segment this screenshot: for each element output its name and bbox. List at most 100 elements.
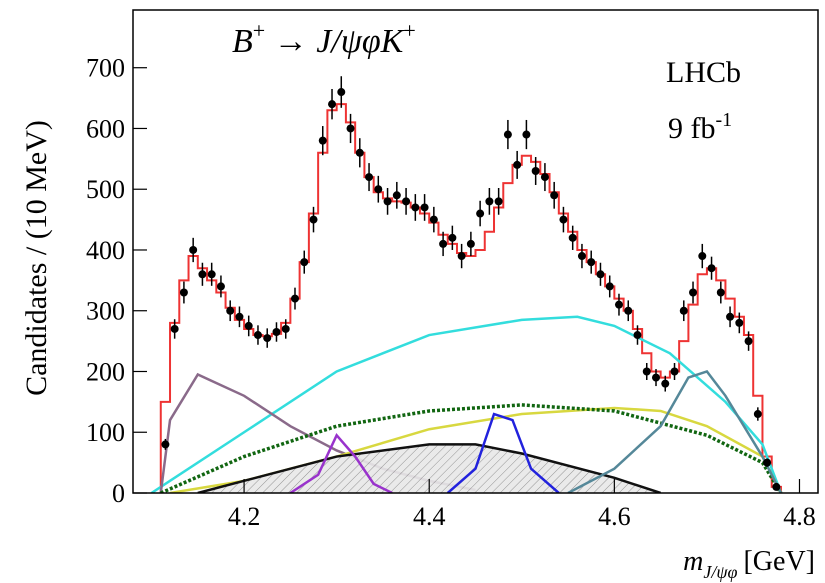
data-point — [244, 321, 253, 330]
data-point — [698, 252, 707, 261]
annotation-part: -1 — [716, 109, 733, 131]
data-point — [614, 300, 623, 309]
title-part: + — [403, 18, 415, 43]
fit-component — [446, 412, 560, 493]
data-point — [540, 173, 549, 182]
x-tick-label: 4.2 — [228, 502, 261, 531]
data-point — [689, 288, 698, 297]
data-point — [577, 252, 586, 261]
data-point — [429, 215, 438, 224]
data-point — [485, 197, 494, 206]
x-label-part: m — [683, 546, 703, 577]
data-point — [726, 312, 735, 321]
data-point — [374, 185, 383, 194]
data-point — [652, 373, 661, 382]
data-point — [337, 88, 346, 97]
y-tick-label: 300 — [86, 297, 125, 326]
x-label-part: [GeV] — [743, 546, 815, 577]
data-point — [744, 337, 753, 346]
data-point — [503, 130, 512, 139]
data-point — [411, 203, 420, 212]
data-point — [513, 160, 522, 169]
data-point — [253, 331, 262, 340]
data-point — [772, 482, 781, 491]
data-point — [263, 334, 272, 343]
data-point — [365, 173, 374, 182]
data-point — [439, 239, 448, 248]
x-tick-label: 4.6 — [598, 502, 631, 531]
chart-title: B+ → J/ψφK+ — [232, 18, 416, 60]
data-point — [216, 282, 225, 291]
y-tick-label: 200 — [86, 357, 125, 386]
data-point — [290, 294, 299, 303]
data-point — [735, 318, 744, 327]
data-point — [198, 270, 207, 279]
data-point — [309, 215, 318, 224]
data-point — [226, 306, 235, 315]
y-tick-label: 100 — [86, 418, 125, 447]
y-tick-label: 600 — [86, 114, 125, 143]
data-point — [605, 282, 614, 291]
fit-component — [150, 315, 783, 493]
data-point — [716, 288, 725, 297]
data-point — [457, 252, 466, 261]
plot-area — [150, 103, 783, 493]
title-part: B — [232, 23, 253, 60]
data-point — [466, 239, 475, 248]
data-point — [281, 324, 290, 333]
data-point — [596, 270, 605, 279]
y-tick-label: 500 — [86, 175, 125, 204]
title-part: + — [253, 18, 265, 43]
x-tick-label: 4.8 — [783, 502, 816, 531]
data-point — [568, 233, 577, 242]
data-point — [707, 264, 716, 273]
data-point — [161, 440, 170, 449]
y-tick-label: 700 — [86, 54, 125, 83]
data-point — [531, 167, 540, 175]
data-point — [392, 191, 401, 200]
data-point — [559, 215, 568, 224]
x-label-part: J/ψφ — [703, 562, 737, 582]
data-point — [179, 288, 188, 297]
data-point — [763, 458, 772, 467]
data-point — [670, 367, 679, 376]
y-tick-label: 400 — [86, 236, 125, 265]
fit-component — [289, 433, 393, 493]
annotation-part: 9 fb — [668, 112, 716, 145]
data-point — [355, 148, 364, 157]
data-point — [420, 203, 429, 212]
data-point — [587, 258, 596, 267]
data-point — [494, 197, 503, 206]
data-point — [189, 245, 198, 254]
fit-component — [567, 370, 783, 493]
data-point — [679, 306, 688, 315]
data-point — [235, 312, 244, 321]
data-point — [170, 324, 179, 333]
annotation: LHCb — [666, 56, 741, 89]
y-tick-label: 0 — [112, 479, 125, 508]
data-point — [300, 258, 309, 267]
data-point — [753, 410, 762, 419]
data-point — [522, 130, 531, 139]
data-point — [448, 233, 457, 242]
x-axis-label: mJ/ψφ [GeV] — [683, 546, 815, 582]
frame — [132, 9, 819, 494]
data-point — [383, 197, 392, 206]
data-point — [318, 136, 327, 145]
y-axis-label: Candidates / (10 MeV) — [20, 120, 53, 396]
data-point — [346, 124, 355, 133]
x-tick-label: 4.4 — [413, 502, 446, 531]
data-point — [624, 306, 633, 315]
data-point — [272, 328, 281, 336]
data-point — [328, 100, 337, 109]
data-point — [402, 197, 411, 206]
data-point — [207, 270, 216, 279]
annotation: 9 fb-1 — [668, 109, 732, 145]
data-point — [661, 379, 670, 388]
data-point — [550, 191, 559, 200]
fit-total — [159, 103, 782, 493]
data-point — [476, 209, 485, 218]
data-point — [642, 367, 651, 376]
data-point — [633, 331, 642, 340]
